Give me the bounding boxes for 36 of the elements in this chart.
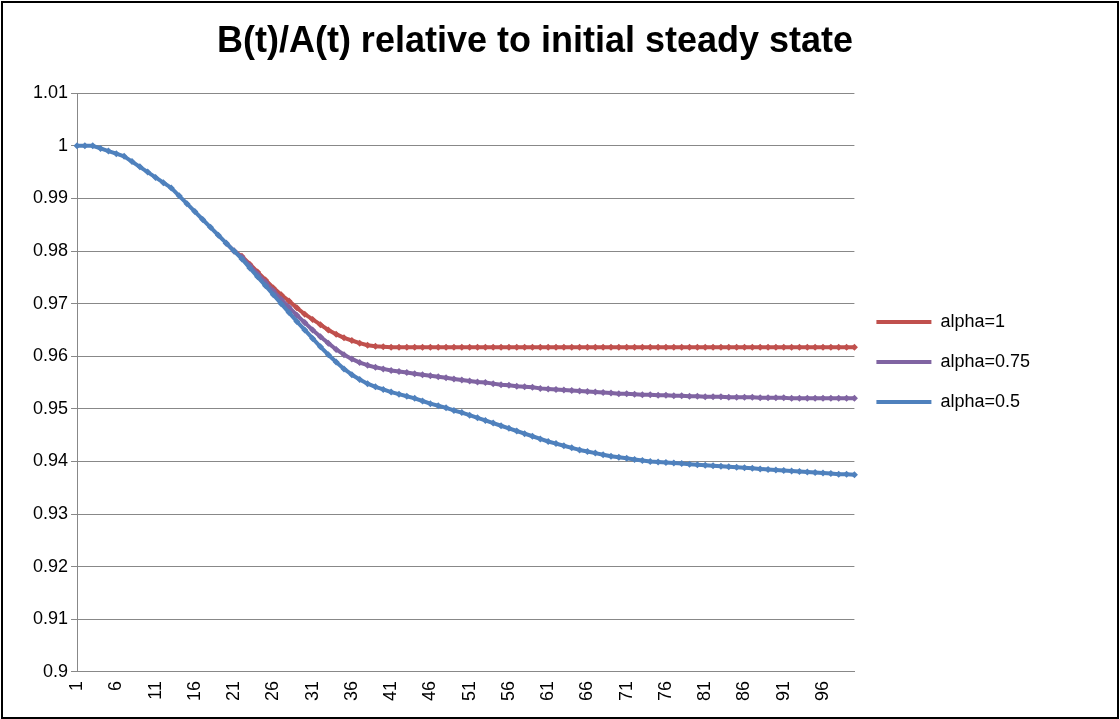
y-tick-label: 0.99 — [32, 187, 69, 208]
y-tick-label: 0.94 — [32, 450, 69, 471]
x-tick-label: 96 — [811, 680, 832, 702]
x-tick-label: 56 — [497, 680, 518, 702]
x-tick-label: 11 — [144, 680, 165, 700]
x-tick-label: 86 — [733, 680, 754, 702]
y-tick-label: 0.93 — [32, 503, 69, 524]
x-tick-label: 31 — [301, 680, 322, 702]
x-tick-label: 16 — [183, 680, 204, 702]
x-tick-label: 41 — [380, 680, 401, 702]
y-tick-label: 0.96 — [32, 345, 69, 366]
legend-label: alpha=1 — [940, 310, 1005, 331]
x-tick-label: 61 — [537, 680, 558, 702]
x-tick-label: 71 — [615, 680, 636, 702]
y-tick-label: 1 — [58, 134, 69, 155]
x-tick-label: 51 — [458, 680, 479, 702]
x-tick-label: 21 — [223, 680, 244, 702]
x-tick-label: 76 — [654, 680, 675, 702]
y-tick-label: 0.98 — [32, 240, 69, 261]
chart-title: B(t)/A(t) relative to initial steady state — [216, 18, 854, 60]
legend-label: alpha=0.75 — [940, 350, 1031, 371]
x-tick-label: 36 — [340, 680, 361, 702]
x-tick-label: 46 — [419, 680, 440, 702]
y-tick-label: 1.01 — [32, 82, 69, 103]
y-tick-label: 0.92 — [32, 555, 69, 576]
y-tick-label: 0.95 — [32, 397, 69, 418]
x-tick-label: 66 — [576, 680, 597, 702]
x-tick-label: 81 — [694, 680, 715, 702]
x-tick-label: 1 — [66, 680, 86, 691]
x-tick-label: 6 — [105, 680, 126, 691]
y-tick-label: 0.97 — [32, 292, 69, 313]
legend-label: alpha=0.5 — [940, 390, 1020, 411]
y-tick-label: 0.9 — [43, 660, 69, 681]
y-tick-label: 0.91 — [32, 608, 69, 629]
x-tick-label: 26 — [262, 680, 283, 702]
x-tick-label: 91 — [772, 680, 793, 702]
